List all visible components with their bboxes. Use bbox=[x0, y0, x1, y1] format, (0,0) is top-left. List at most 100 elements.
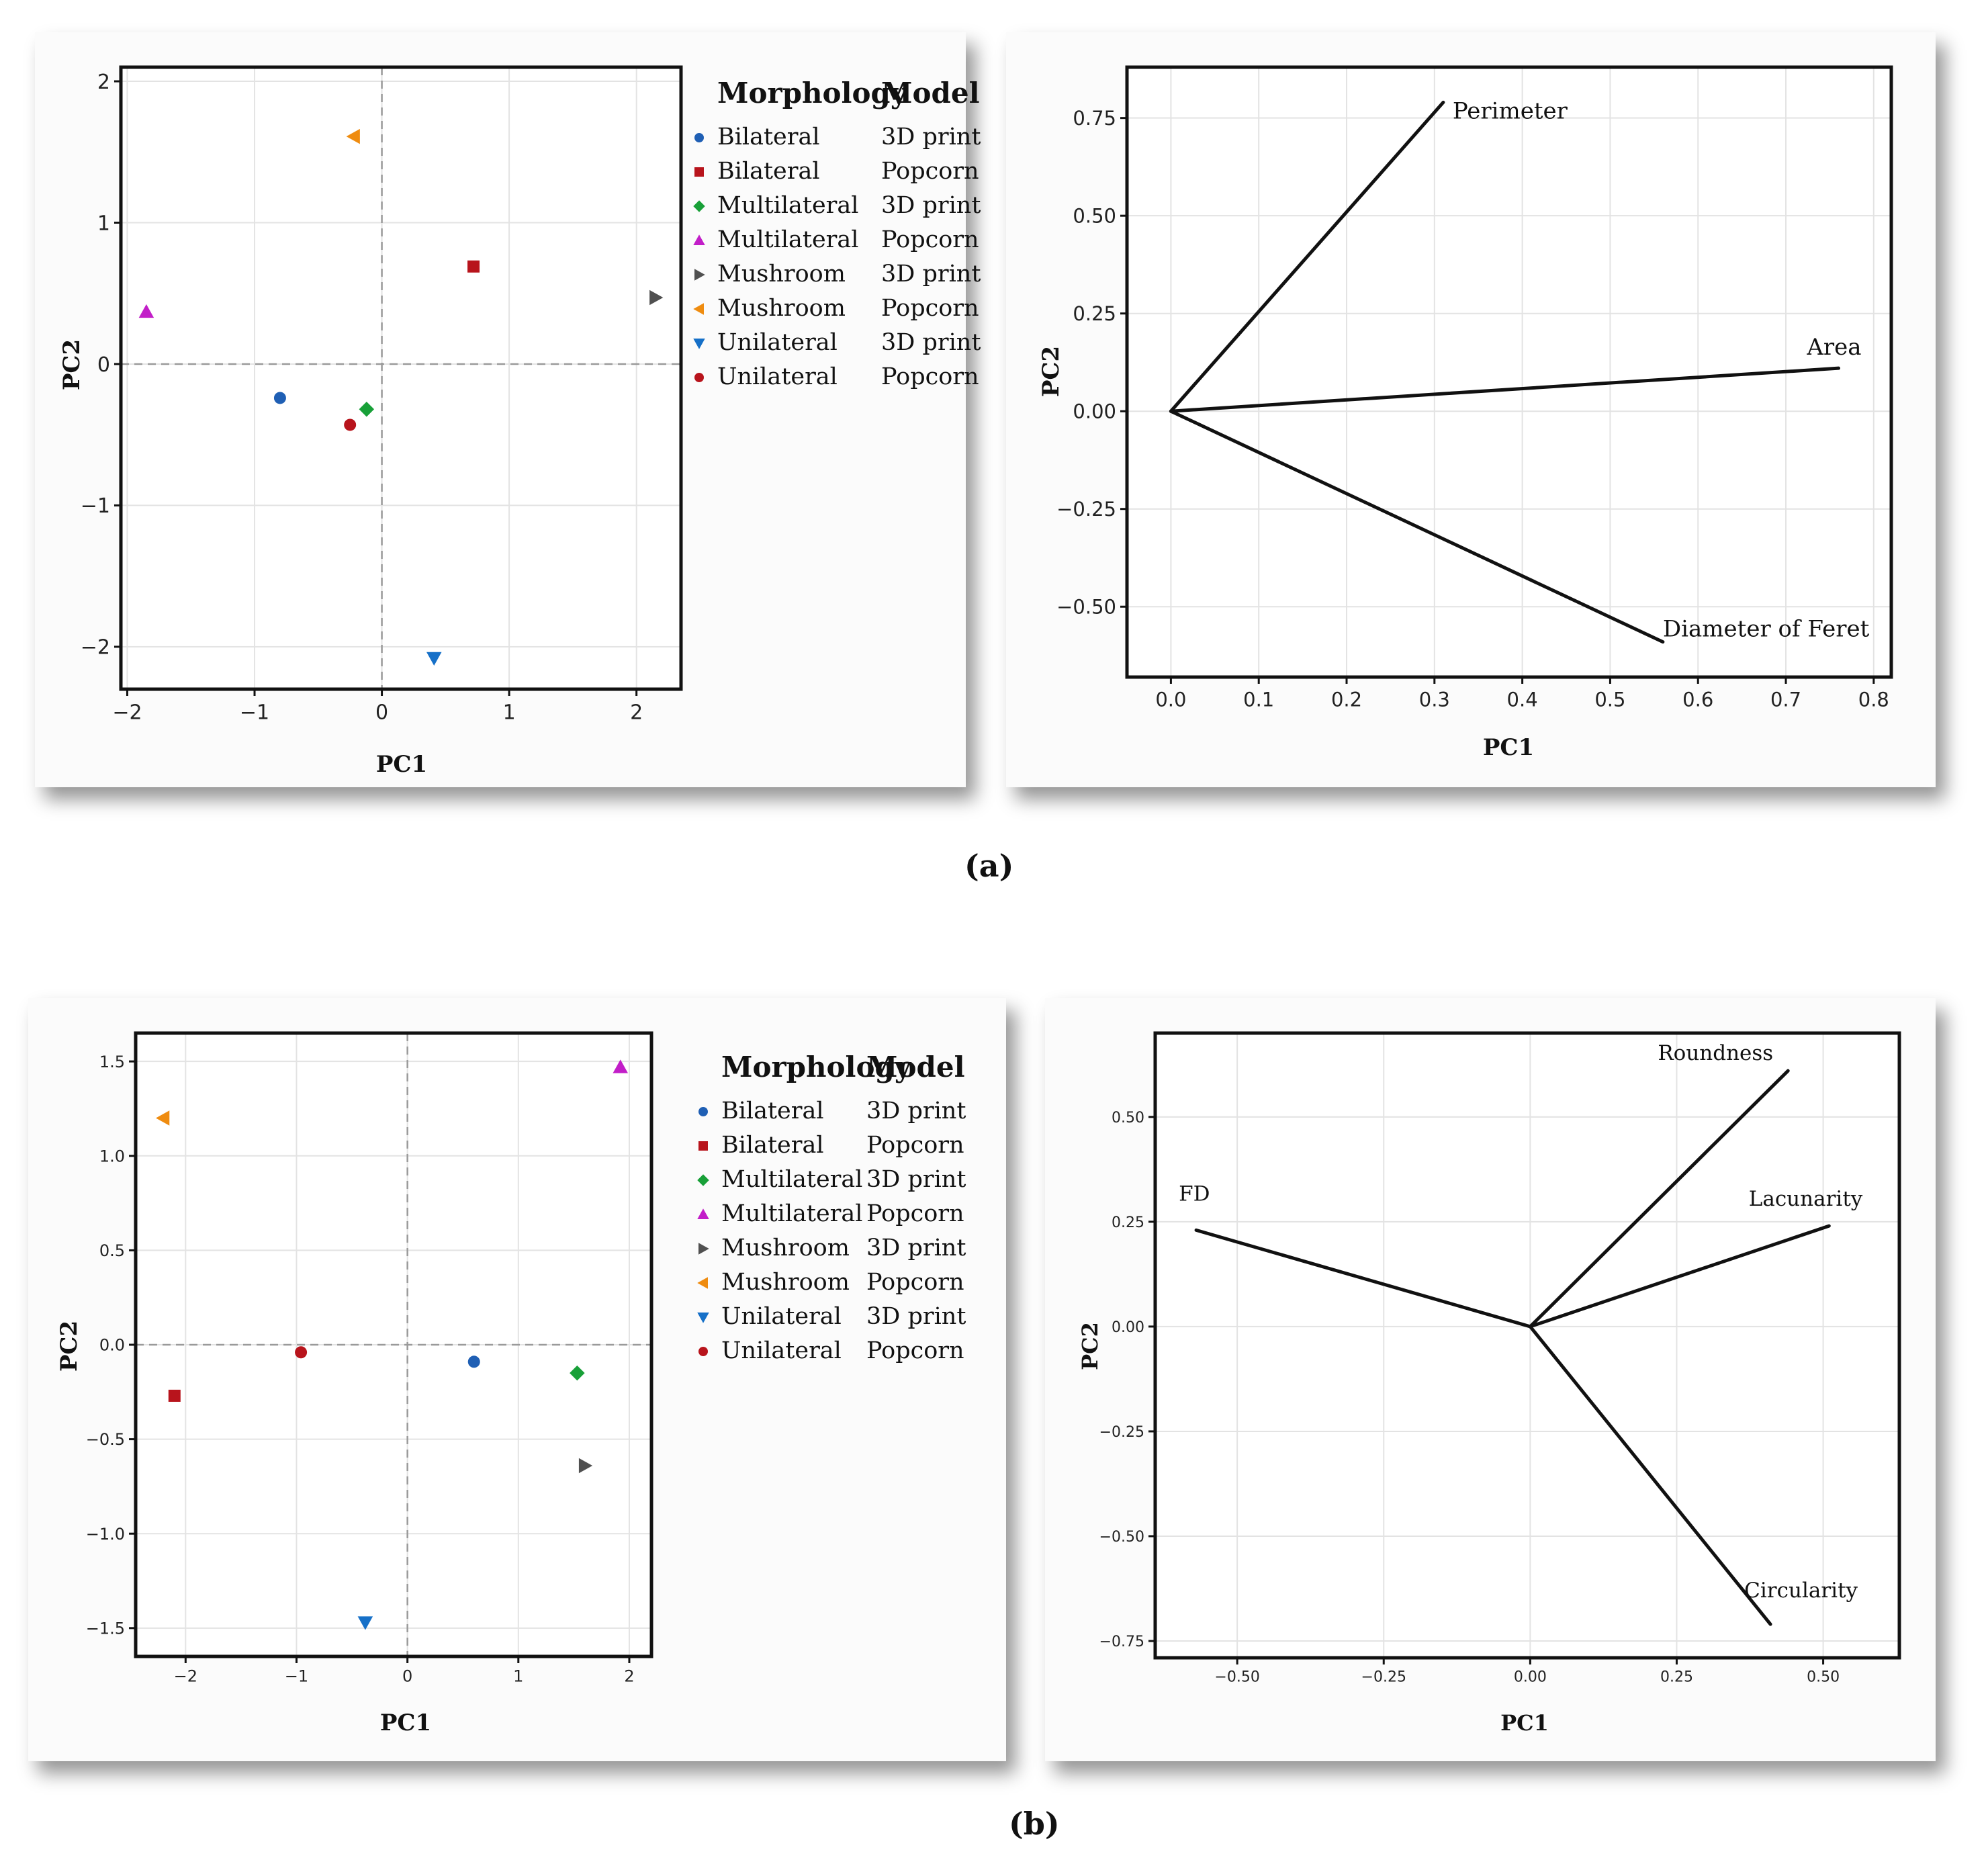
legend-morphology: Multilateral bbox=[717, 192, 859, 219]
legend-model: 3D print bbox=[881, 329, 981, 356]
legend-marker-icon bbox=[693, 339, 705, 349]
caption-b: (b) bbox=[1009, 1806, 1060, 1842]
y-tick-label: 0.50 bbox=[1112, 1110, 1144, 1126]
point-unilateral-3d-print bbox=[357, 1616, 373, 1630]
point-multilateral-popcorn bbox=[613, 1059, 629, 1073]
legend-marker-icon bbox=[698, 1243, 709, 1255]
plot-area: −2 −1 0 1 2 −2 −1 0 1 2 bbox=[81, 65, 683, 725]
vector-label-area: Area bbox=[1806, 334, 1861, 361]
legend-marker-icon bbox=[697, 1313, 709, 1323]
legend-item-mushroom-popcorn: Mushroom Popcorn bbox=[689, 295, 985, 328]
point-mushroom-3d-print bbox=[578, 1458, 593, 1474]
panel-b-loadings: PC1 PC2 −0.50 −0.25 0.00 0.25 0.50 0.50 0.25 0.… bbox=[1045, 998, 1936, 1761]
y-tick-label: −1.0 bbox=[86, 1525, 125, 1544]
panel-a-scores: PC1 PC2 −2 −1 0 1 2 −2 −1 0 1 2 Morphology Model … bbox=[35, 32, 981, 787]
diamond-marker-icon bbox=[693, 200, 705, 212]
legend-title-model: Model bbox=[881, 77, 980, 109]
y-tick-label: 1.0 bbox=[99, 1147, 125, 1165]
x-tick-label: 0.3 bbox=[1419, 688, 1450, 711]
vector-perimeter bbox=[1169, 100, 1445, 413]
legend-morphology: Mushroom bbox=[721, 1269, 850, 1296]
legend-marker-icon bbox=[694, 269, 705, 281]
legend-morphology: Mushroom bbox=[717, 295, 846, 322]
x-axis-label: PC1 bbox=[376, 751, 427, 778]
legend-morphology: Mushroom bbox=[717, 261, 846, 287]
y-tick-label: −0.50 bbox=[1056, 596, 1116, 619]
x-tick-label: −1 bbox=[240, 701, 269, 725]
point-multilateral-3d-print bbox=[570, 1365, 585, 1381]
y-tick-label: 2 bbox=[97, 71, 110, 94]
legend-model: 3D print bbox=[866, 1166, 966, 1193]
legend-a: Morphology Model Bilateral 3D print Bilate… bbox=[689, 77, 981, 426]
legend-item-multilateral-3d-print: Multilateral 3D print bbox=[693, 1166, 989, 1200]
legend-morphology: Multilateral bbox=[717, 226, 859, 253]
plot-background bbox=[1155, 1033, 1899, 1658]
legend-morphology: Unilateral bbox=[721, 1337, 842, 1364]
legend-model: Popcorn bbox=[881, 363, 979, 390]
x-tick-label: 2 bbox=[624, 1667, 634, 1686]
x-tick-label: 0 bbox=[402, 1667, 412, 1686]
y-axis-label: PC2 bbox=[1077, 1322, 1103, 1370]
legend-morphology: Multilateral bbox=[721, 1166, 863, 1193]
vector-circularity bbox=[1528, 1325, 1772, 1626]
point-mushroom-3d-print bbox=[649, 290, 664, 306]
legend-marker-icon bbox=[697, 1208, 709, 1219]
legend-item-mushroom-3d-print: Mushroom 3D print bbox=[689, 261, 985, 294]
x-tick-label: 0.1 bbox=[1243, 688, 1274, 711]
legend-morphology: Unilateral bbox=[721, 1303, 842, 1330]
y-tick-label: −0.50 bbox=[1099, 1529, 1144, 1546]
legend-marker-icon bbox=[693, 200, 705, 212]
legend-model: Popcorn bbox=[866, 1200, 964, 1227]
plot-frame bbox=[1125, 65, 1893, 679]
point-mushroom-popcorn bbox=[156, 1110, 170, 1126]
circle-marker-icon bbox=[698, 1347, 708, 1356]
plot-area: 0.0 0.1 0.2 0.3 0.4 0.5 0.6 0.7 0.8 0.75 0.50 0.25 0… bbox=[1056, 65, 1893, 711]
circle-marker-icon bbox=[698, 1107, 708, 1116]
y-tick-label: 1 bbox=[97, 212, 110, 235]
legend-model: 3D print bbox=[866, 1235, 966, 1261]
legend-item-bilateral-3d-print: Bilateral 3D print bbox=[693, 1098, 989, 1131]
plot-background bbox=[121, 67, 681, 689]
point-mushroom-popcorn bbox=[346, 128, 360, 144]
legend-morphology: Unilateral bbox=[717, 363, 838, 390]
vector-area bbox=[1169, 366, 1841, 413]
triangle-up-marker-icon bbox=[697, 1208, 709, 1219]
y-tick-label: 0.75 bbox=[1073, 107, 1116, 130]
legend-model: Popcorn bbox=[881, 295, 979, 322]
plot-area: −0.50 −0.25 0.00 0.25 0.50 0.50 0.25 0.00 −0.25 −… bbox=[1099, 1031, 1901, 1685]
vector-label-perimeter: Perimeter bbox=[1453, 97, 1568, 124]
legend-title-morphology: Morphology bbox=[721, 1051, 911, 1083]
x-tick-label: 0.25 bbox=[1660, 1669, 1693, 1685]
y-tick-label: −0.75 bbox=[1099, 1634, 1144, 1650]
vector-roundness bbox=[1528, 1069, 1790, 1329]
panel-a-loadings: PC1 PC2 0.0 0.1 0.2 0.3 0.4 0.5 0.6 0.7 0.8 0.75 0… bbox=[1006, 32, 1936, 787]
diamond-marker-icon bbox=[697, 1174, 709, 1186]
legend-morphology: Bilateral bbox=[717, 124, 820, 150]
vector-lacunarity bbox=[1528, 1224, 1831, 1329]
chart-b-loadings: PC1 PC2 −0.50 −0.25 0.00 0.25 0.50 0.50 0.25 0.… bbox=[1077, 1031, 1901, 1736]
y-tick-label: 1.5 bbox=[99, 1053, 125, 1071]
y-tick-label: −1.5 bbox=[86, 1619, 125, 1638]
legend-item-unilateral-popcorn: Unilateral Popcorn bbox=[693, 1337, 989, 1371]
legend-item-bilateral-popcorn: Bilateral Popcorn bbox=[689, 158, 985, 191]
point-bilateral-popcorn bbox=[168, 1389, 181, 1402]
x-tick-label: 0.8 bbox=[1858, 688, 1889, 711]
legend-marker-icon bbox=[693, 234, 705, 245]
vector-diameter-of-feret bbox=[1169, 409, 1665, 644]
triangle-down-marker-icon bbox=[697, 1313, 709, 1323]
legend-marker-icon bbox=[694, 373, 704, 382]
vector-label-fd: FD bbox=[1179, 1182, 1210, 1206]
y-tick-label: 0.25 bbox=[1073, 302, 1116, 325]
legend-title-morphology: Morphology bbox=[717, 77, 907, 109]
x-tick-label: 0.2 bbox=[1331, 688, 1362, 711]
x-tick-label: 1 bbox=[513, 1667, 523, 1686]
y-tick-label: −0.25 bbox=[1099, 1424, 1144, 1441]
triangle-right-marker-icon bbox=[694, 269, 705, 281]
triangle-right-marker-icon bbox=[698, 1243, 709, 1255]
point-multilateral-3d-print bbox=[359, 402, 375, 417]
point-unilateral-3d-print bbox=[426, 652, 442, 666]
plot-frame bbox=[1153, 1031, 1901, 1660]
circle-marker-icon bbox=[694, 133, 704, 142]
y-axis-label: PC2 bbox=[56, 1321, 83, 1372]
panel-b-scores: PC1 PC2 −2 −1 0 1 2 1.5 1.0 0.5 0.0 −0.5 −1.0 −1.5 … bbox=[28, 998, 1006, 1761]
